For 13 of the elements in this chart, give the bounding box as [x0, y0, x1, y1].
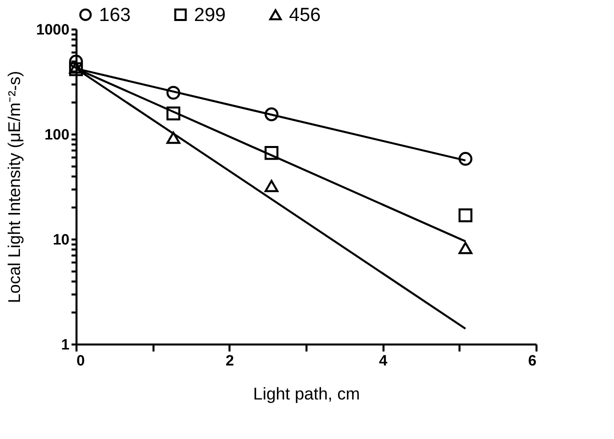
- x-axis-title: Light path, cm: [253, 384, 360, 404]
- y-axis-title: Local Light Intensity (μE/m⁻²-s): [5, 70, 24, 304]
- y-tick-label: 10: [52, 232, 70, 248]
- y-tick-label: 100: [44, 126, 70, 144]
- legend-label: 299: [194, 4, 226, 26]
- x-tick-label: 6: [528, 352, 536, 370]
- y-tick-label: 1: [61, 336, 70, 354]
- x-tick-label: 4: [378, 352, 388, 370]
- legend-label: 456: [289, 4, 321, 26]
- legend-label: 163: [99, 4, 131, 26]
- x-tick-label: 2: [226, 352, 234, 370]
- y-tick-label: 1000: [36, 22, 70, 38]
- x-tick-label: 0: [76, 352, 85, 370]
